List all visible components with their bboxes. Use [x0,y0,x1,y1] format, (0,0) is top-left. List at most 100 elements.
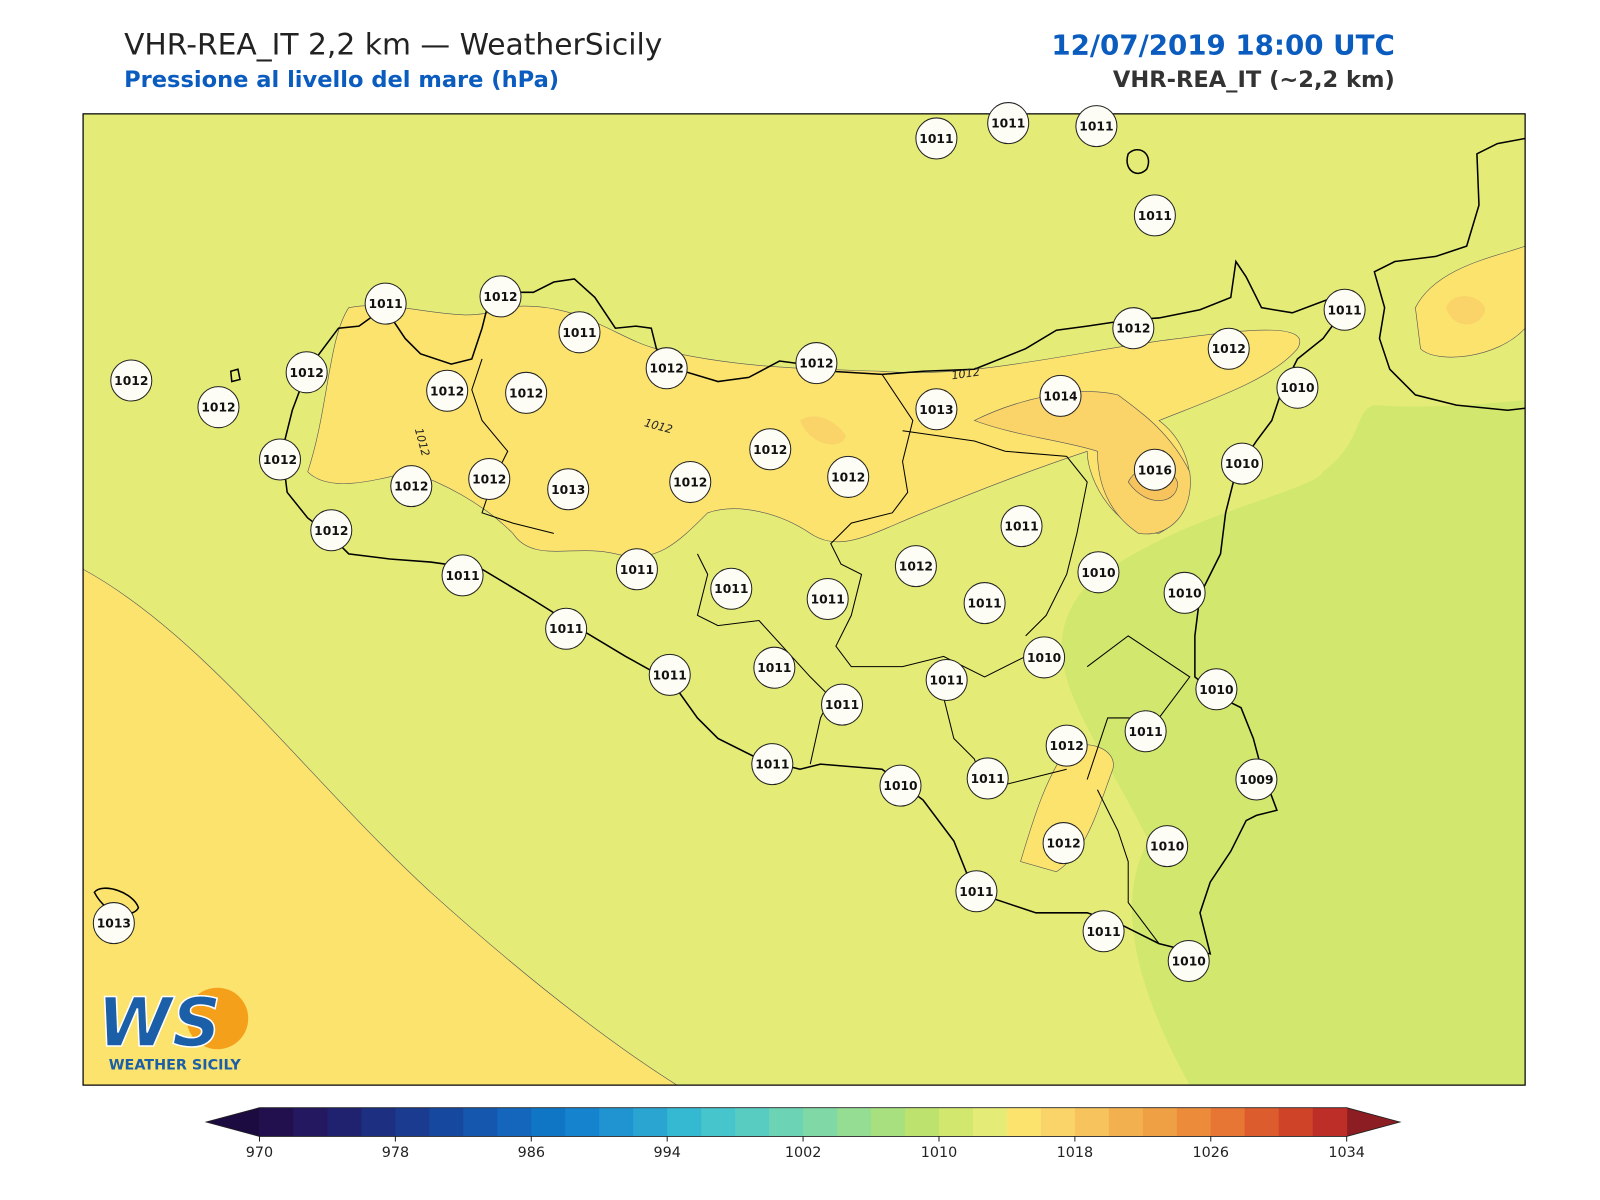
title: VHR-REA_IT 2,2 km — WeatherSicily [124,27,662,62]
station-marker [894,545,937,588]
station-marker [285,351,328,394]
colorbar-tick-label: 1010 [921,1145,958,1161]
station-marker [827,455,870,498]
station-value: 1014 [1043,389,1077,403]
station-value: 1011 [825,698,859,712]
field-low-east [1061,400,1526,1086]
station-value: 1011 [959,885,993,899]
station-marker [1039,374,1082,417]
station-marker [1042,822,1085,865]
station-value: 1010 [1027,651,1061,665]
station-marker [795,342,838,385]
station-value: 1011 [445,569,479,583]
station-marker [925,658,968,702]
colorbar-tick-label: 970 [246,1145,273,1161]
field-high-1014 [973,391,1191,535]
station-marker [1077,551,1120,594]
station-value: 1012 [1046,837,1080,851]
station-marker [1082,910,1125,953]
station-value: 1012 [650,362,684,376]
station-marker [1195,668,1238,711]
station-marker [966,757,1009,800]
station-value: 1011 [811,593,845,607]
colorbar-tick-label: 1018 [1057,1145,1094,1161]
station-marker [915,388,958,431]
colorbar-bin [1278,1107,1314,1137]
station-marker [310,509,353,552]
colorbar-bin [361,1107,396,1137]
station-value: 1011 [1004,520,1038,534]
station-marker [669,461,712,504]
station-marker [915,117,958,160]
station-value: 1011 [369,297,403,311]
station-marker [426,369,469,412]
colorbar-bin [1006,1107,1042,1137]
station-marker [751,743,794,786]
station-value: 1011 [562,326,596,340]
colorbar-bin [1176,1107,1212,1137]
station-value: 1012 [899,560,933,574]
station-marker [963,582,1006,625]
station-marker [1133,194,1176,237]
station-marker [648,653,691,696]
colorbar: 970 978 986 994 1002 1010 1018 1026 1034 [204,1107,1402,1161]
station-marker [441,554,484,597]
colorbar-bin [1040,1107,1076,1137]
station-value: 1012 [799,357,833,371]
station-marker [545,607,588,650]
station-marker [258,438,302,481]
colorbar-tick-label: 1002 [785,1145,822,1161]
station-marker [1000,505,1043,548]
colorbar-bin [735,1107,770,1137]
station-value: 1011 [757,661,791,675]
colorbar-under [206,1107,260,1137]
station-marker [558,311,601,354]
colorbar-bin [1074,1107,1110,1137]
station-value: 1010 [1199,683,1233,697]
colorbar-bin [463,1107,498,1137]
stations: 1011 1011 1011 1011 1011 1012 1011 1012 1012 1012… [92,102,1366,983]
station-marker [879,764,922,807]
station-value: 1011 [930,674,964,688]
colorbar-bin [1244,1107,1280,1137]
colorbar-bin [938,1107,974,1137]
station-value: 1012 [472,473,506,487]
station-value: 1012 [483,290,517,304]
station-value: 1012 [509,386,543,400]
logo-sun [186,987,249,1050]
station-marker [955,870,998,913]
station-value: 1010 [1172,955,1206,969]
colorbar-bin [701,1107,736,1137]
station-value: 1012 [753,443,787,457]
station-value: 1010 [1081,566,1115,580]
station-value: 1011 [1086,925,1120,939]
station-marker [1235,758,1278,801]
station-value: 1012 [430,384,464,398]
station-marker [364,282,407,325]
station-marker [1276,366,1319,409]
station-marker [390,465,433,508]
station-value: 1011 [1138,209,1172,223]
station-marker [1146,825,1189,868]
colorbar-bin [1210,1107,1246,1137]
station-marker [615,548,658,591]
station-value: 1013 [97,917,131,931]
station-marker [1023,636,1066,679]
map-frame [82,113,1526,1086]
station-marker [987,102,1030,145]
station-marker [1075,105,1118,148]
coastline [93,137,1526,955]
station-value: 1012 [1212,342,1246,356]
colorbar-bin [837,1107,872,1137]
colorbar-tick-label: 1034 [1328,1145,1365,1161]
station-value: 1010 [1150,840,1184,854]
station-marker [1124,710,1167,753]
station-marker [710,567,753,610]
colorbar-bin [972,1107,1008,1137]
station-value: 1010 [1225,457,1259,471]
colorbar-bin [599,1107,634,1137]
station-value: 1011 [1079,120,1113,134]
station-marker [806,577,849,620]
